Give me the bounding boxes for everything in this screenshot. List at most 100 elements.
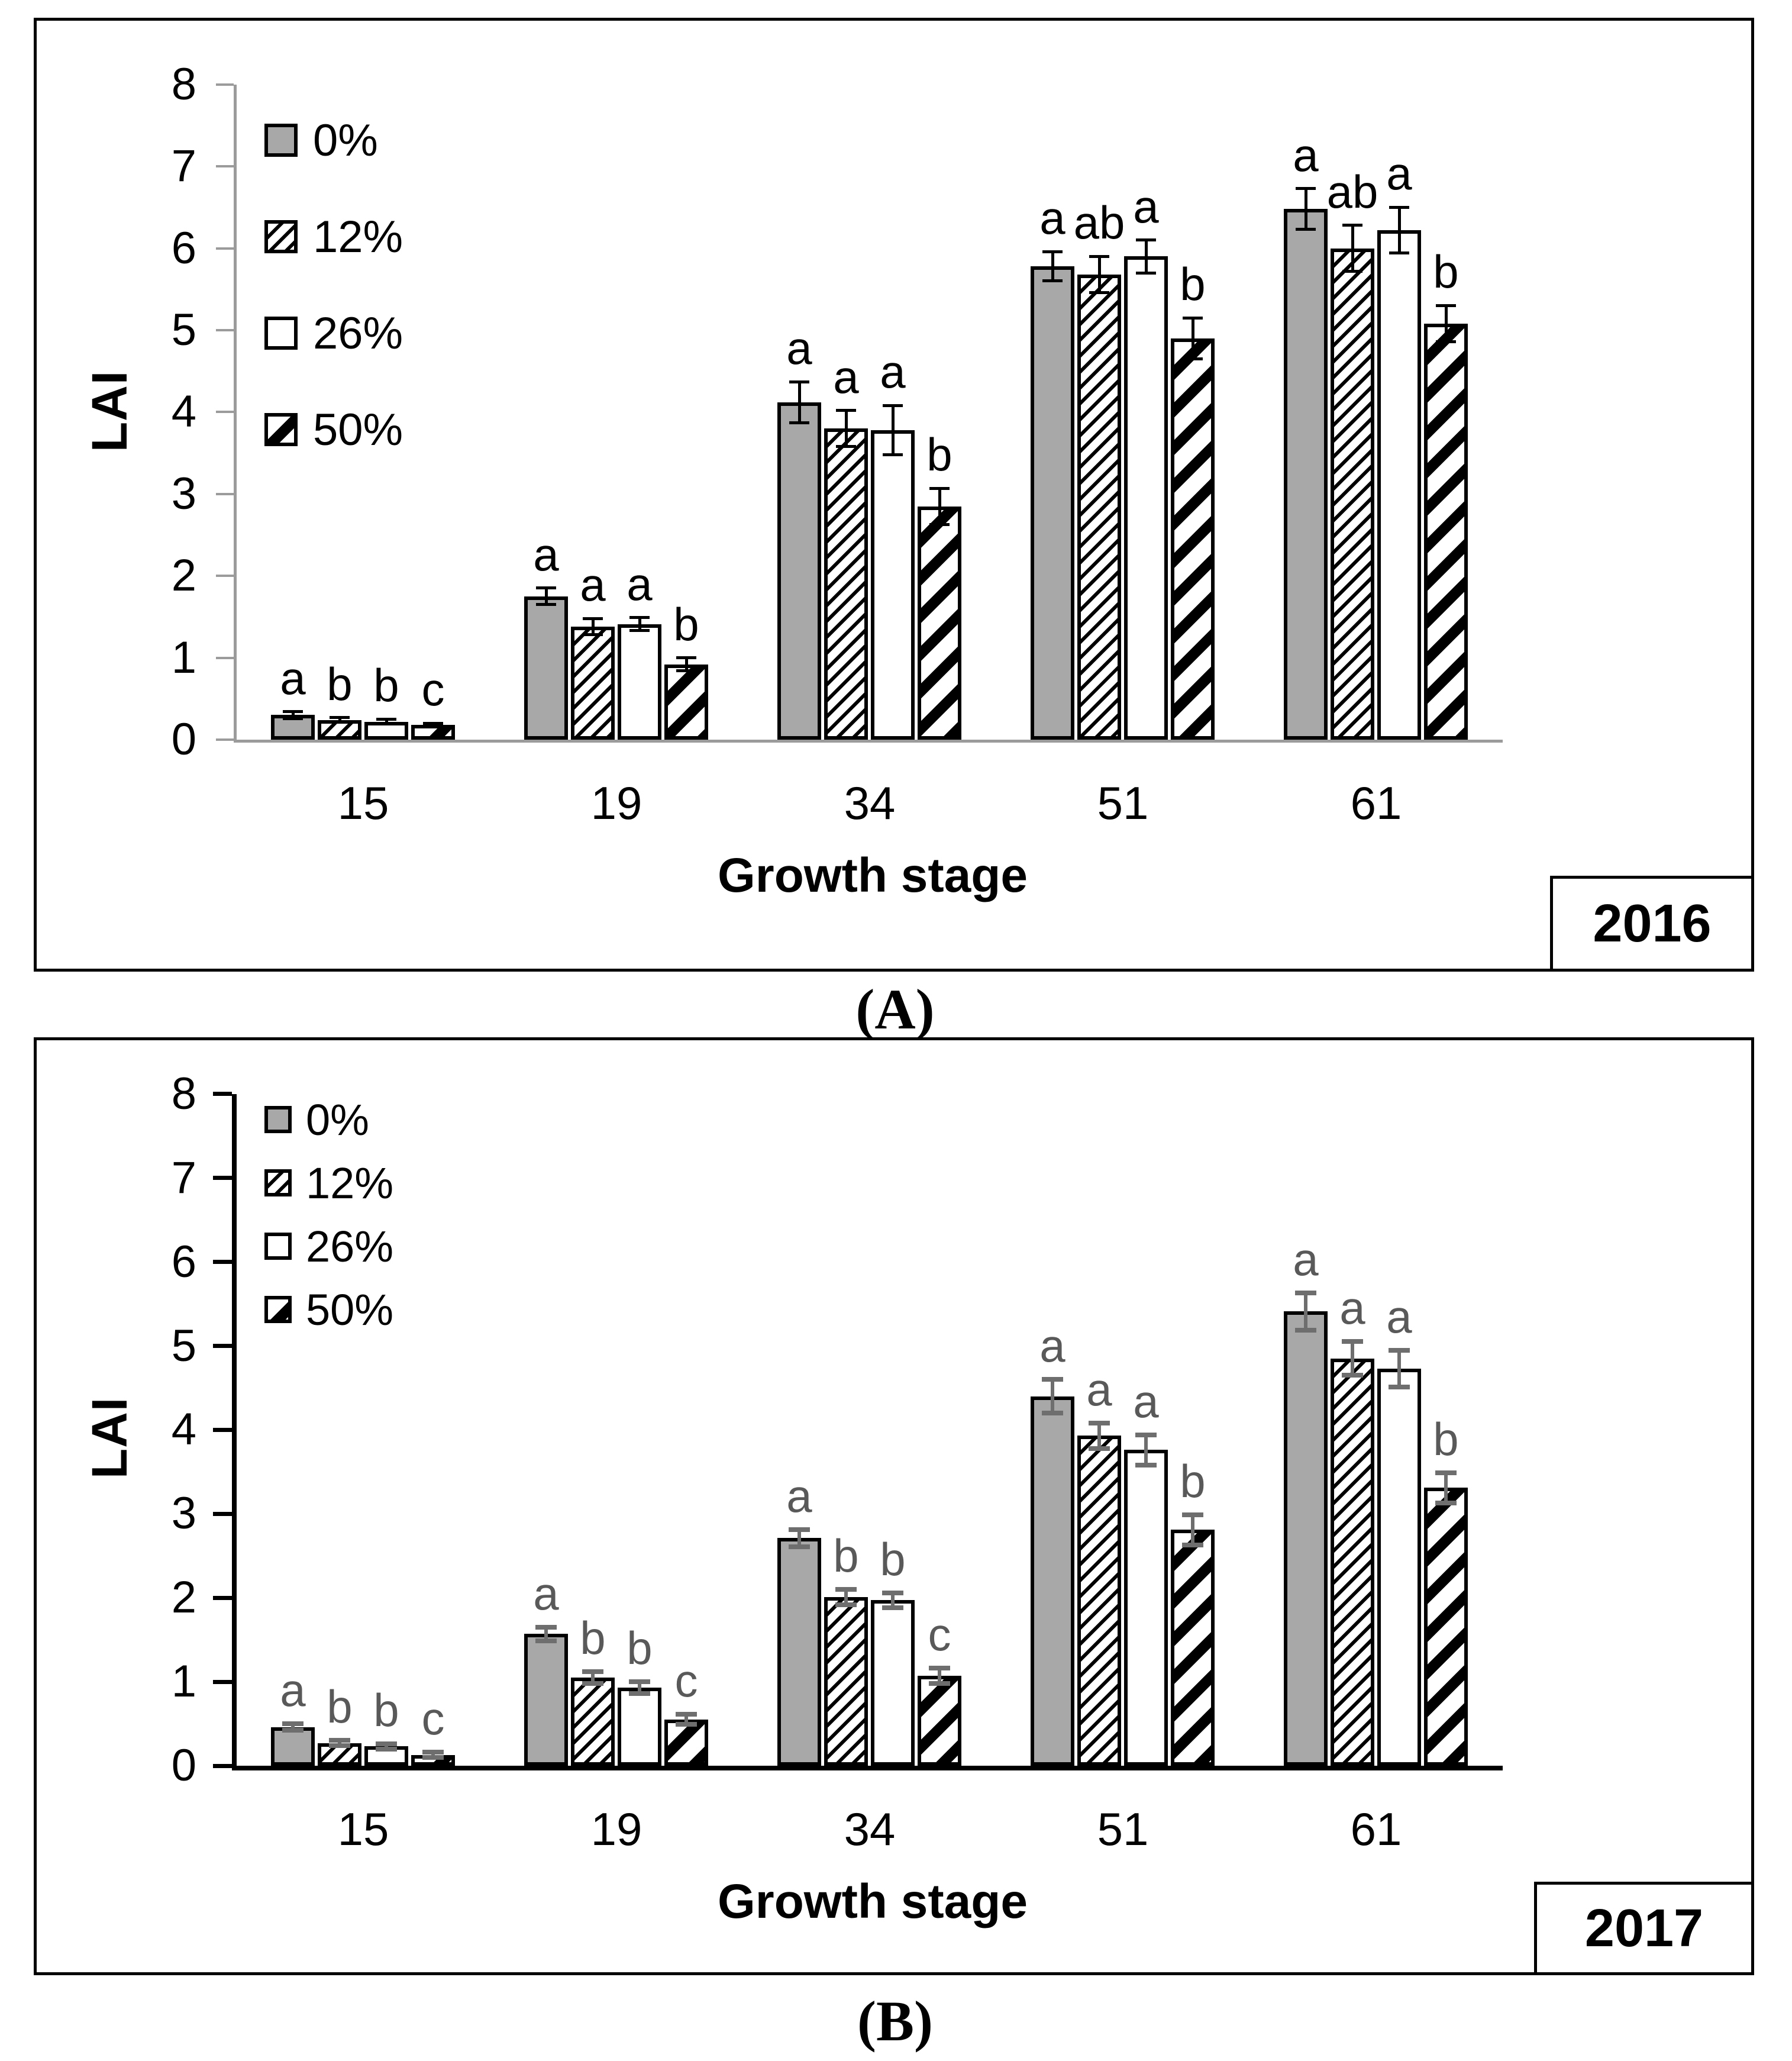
significance-letter: a (1386, 147, 1412, 200)
significance-letter: a (1086, 1363, 1112, 1416)
error-bar-cap-top (376, 1741, 397, 1747)
error-bar-cap-bottom (789, 1544, 810, 1549)
error-bar-line (1097, 256, 1101, 293)
error-bar-cap-bottom (789, 421, 809, 424)
error-bar-cap-top (535, 1624, 557, 1630)
error-bar-cap-bottom (1342, 1373, 1363, 1378)
y-tick-label: 0 (171, 714, 196, 765)
significance-letter: ab (1326, 165, 1378, 218)
error-bar-line (1397, 1350, 1401, 1388)
y-axis-tick (216, 575, 234, 578)
bar-0%-stage-34 (777, 1538, 821, 1766)
y-axis-tick (216, 247, 234, 250)
significance-letter: a (1133, 180, 1159, 233)
error-bar-cap-bottom (1135, 1462, 1157, 1467)
legend-item-0%: 0% (264, 115, 378, 166)
stage-label-51: 51 (1097, 1803, 1149, 1855)
y-axis-line (232, 1094, 237, 1766)
error-bar-line (1351, 1341, 1354, 1376)
error-bar-line (891, 1592, 895, 1608)
error-bar-cap-top (1089, 1421, 1110, 1426)
error-bar-cap-bottom (1182, 1542, 1203, 1547)
error-bar-line (797, 382, 801, 423)
legend-label-0%: 0% (306, 1095, 369, 1144)
error-bar-cap-bottom (1042, 279, 1063, 283)
significance-letter: b (327, 657, 353, 710)
legend-item-26%: 26% (264, 308, 403, 359)
bar-12%-stage-51 (1077, 1436, 1121, 1766)
significance-letter: a (533, 1567, 559, 1620)
error-bar-cap-top (329, 1738, 350, 1743)
year-badge-2016: 2016 (1550, 876, 1754, 972)
error-bar-cap-top (536, 586, 556, 590)
significance-letter: a (280, 651, 306, 704)
y-axis-tick (213, 1511, 232, 1516)
y-tick-label: 1 (171, 632, 196, 683)
error-bar-cap-top (1295, 1291, 1316, 1296)
bar-0%-stage-61 (1284, 209, 1328, 740)
error-bar-line (1051, 251, 1054, 281)
bar-0%-stage-61 (1284, 1311, 1328, 1766)
significance-letter: a (280, 1664, 306, 1717)
bar-50%-stage-34 (918, 1676, 961, 1766)
error-bar-cap-top (1089, 254, 1109, 258)
error-bar-cap-top (836, 409, 856, 412)
error-bar-cap-top (1435, 1470, 1457, 1475)
y-tick-label: 2 (171, 1572, 196, 1623)
error-bar-cap-bottom (376, 1746, 397, 1752)
significance-letter: a (833, 350, 859, 403)
y-tick-label: 8 (171, 59, 196, 109)
legend-item-50%: 50% (264, 405, 403, 455)
chart-2017: 0 1 2 3 4 5 6 7 8 a a a a a b b b a a b b b a a c c c b b 15 19 34 51 61 0… (37, 1040, 1751, 1972)
error-bar-line (431, 1752, 435, 1757)
error-bar-line (385, 1744, 388, 1749)
stage-label-34: 34 (844, 1803, 896, 1855)
error-bar-line (591, 1672, 595, 1683)
error-bar-cap-bottom (1089, 1446, 1110, 1451)
legend-swatch-50% (264, 413, 298, 446)
significance-letter: b (580, 1612, 606, 1665)
bar-50%-stage-34 (918, 506, 961, 740)
legend-item-26%: 26% (264, 1222, 393, 1271)
error-bar-cap-top (676, 656, 696, 660)
y-tick-label: 2 (171, 550, 196, 601)
legend-swatch-26% (264, 317, 298, 350)
bar-26%-stage-19 (618, 1688, 661, 1766)
error-bar-cap-top (1342, 224, 1362, 227)
error-bar-line (291, 711, 295, 718)
legend-swatch-12% (264, 220, 298, 253)
y-tick-label: 7 (171, 1152, 196, 1203)
legend-label-50%: 50% (306, 1285, 394, 1334)
legend-label-26%: 26% (313, 308, 403, 359)
y-axis-line (234, 84, 237, 740)
significance-letter: a (786, 1470, 812, 1523)
legend-swatch-26% (264, 1233, 292, 1260)
error-bar-cap-top (330, 716, 350, 720)
error-bar-cap-top (582, 1669, 603, 1675)
error-bar-cap-top (789, 1527, 810, 1533)
error-bar-cap-top (1136, 238, 1156, 242)
error-bar-line (797, 1530, 801, 1547)
error-bar-cap-bottom (1436, 340, 1456, 343)
legend-label-50%: 50% (313, 404, 403, 455)
error-bar-cap-top (1296, 187, 1316, 191)
significance-letter: b (627, 1622, 653, 1675)
error-bar-line (844, 410, 848, 447)
error-bar-cap-bottom (1089, 291, 1109, 294)
significance-letter: b (673, 598, 699, 650)
significance-letter: b (1180, 1454, 1206, 1507)
significance-letter: b (1433, 246, 1459, 298)
error-bar-line (1397, 207, 1401, 253)
chart-2016: 0 1 2 3 4 5 6 7 8 a a a a a b a a ab ab b a a a a c b b b b 15 19 34 51 6… (37, 21, 1751, 969)
y-axis-tick (213, 1595, 232, 1600)
legend-swatch-0% (264, 124, 298, 157)
error-bar-cap-bottom (1295, 1327, 1316, 1333)
y-axis-tick (216, 411, 234, 414)
legend-label-12%: 12% (313, 211, 403, 262)
legend-label-0%: 0% (313, 115, 378, 166)
bar-50%-stage-51 (1171, 1530, 1215, 1766)
significance-letter: b (1180, 258, 1206, 311)
error-bar-line (938, 1668, 941, 1683)
significance-letter: a (533, 528, 559, 580)
y-tick-label: 8 (171, 1068, 196, 1119)
